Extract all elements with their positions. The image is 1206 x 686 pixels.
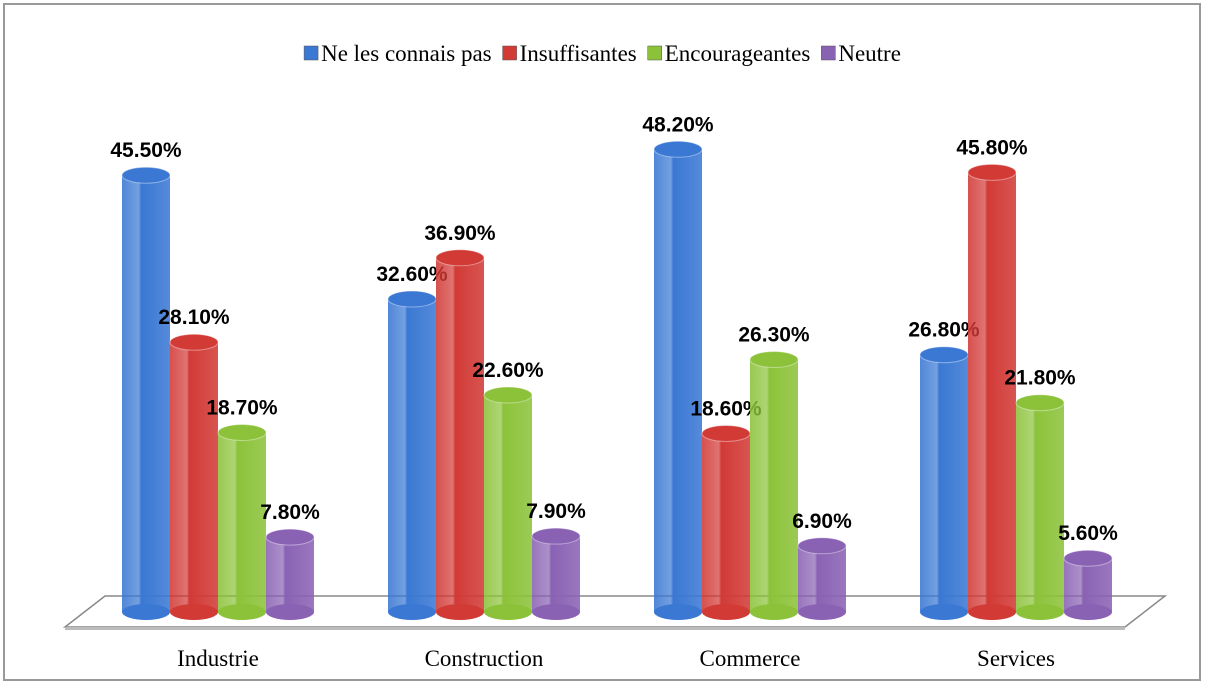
data-label: 7.80% xyxy=(260,501,320,524)
bar-shade xyxy=(968,172,1016,612)
x-tick-label: Services xyxy=(977,646,1055,671)
floor-edge xyxy=(65,627,1125,630)
data-label: 48.20% xyxy=(642,113,714,136)
legend-label: Encourageantes xyxy=(665,41,811,66)
bar-top xyxy=(1015,394,1065,412)
legend-marker xyxy=(821,45,836,61)
data-label: 36.90% xyxy=(424,222,496,245)
bar-shade xyxy=(266,537,314,612)
data-label: 18.70% xyxy=(206,396,278,419)
legend-label: Ne les connais pas xyxy=(321,41,492,66)
bar-shade xyxy=(798,545,846,612)
bar-shade xyxy=(920,354,968,612)
x-tick-label: Commerce xyxy=(700,646,801,671)
data-label: 5.60% xyxy=(1058,522,1118,545)
data-label: 45.80% xyxy=(956,136,1028,159)
data-label: 21.80% xyxy=(1004,367,1076,390)
legend-marker xyxy=(647,45,662,61)
legend-marker xyxy=(502,45,517,61)
data-label: 28.10% xyxy=(158,306,230,329)
bar-top xyxy=(967,163,1017,181)
data-label: 6.90% xyxy=(792,510,852,533)
bar-shade xyxy=(388,299,436,612)
legend-item: Encourageantes xyxy=(647,41,811,66)
legend-item: Insuffisantes xyxy=(502,41,637,66)
bar-top xyxy=(797,537,847,555)
bar-top xyxy=(217,423,267,441)
data-label: 26.80% xyxy=(908,319,980,342)
bar-top xyxy=(749,351,799,369)
legend-label: Neutre xyxy=(838,41,901,66)
data-label: 26.30% xyxy=(738,324,810,347)
legend-item: Neutre xyxy=(821,41,901,66)
legend-marker xyxy=(303,45,319,61)
bar-shade xyxy=(484,395,532,612)
bar-top xyxy=(1063,549,1113,567)
bar-shade xyxy=(532,536,580,612)
bar-top xyxy=(701,424,751,442)
bar-top xyxy=(653,140,703,158)
bar-shade xyxy=(654,149,702,612)
bar-shade xyxy=(750,359,798,612)
bar-top xyxy=(919,346,969,364)
legend-label: Insuffisantes xyxy=(520,41,637,66)
bar-shade xyxy=(170,342,218,612)
data-label: 7.90% xyxy=(526,500,586,523)
data-label: 22.60% xyxy=(472,359,544,382)
bar-top xyxy=(169,333,219,351)
bar-top xyxy=(531,527,581,545)
data-label: 32.60% xyxy=(376,263,448,286)
bar-shade xyxy=(1016,402,1064,612)
bar-shade xyxy=(218,432,266,612)
x-tick-label: Industrie xyxy=(177,646,259,671)
bar-top xyxy=(483,386,533,404)
legend-item: Ne les connais pas xyxy=(303,41,492,66)
bar-shade xyxy=(702,433,750,612)
bar-top xyxy=(387,290,437,308)
x-tick-label: Construction xyxy=(425,646,544,671)
data-label: 45.50% xyxy=(110,139,182,162)
bar-shade xyxy=(436,257,484,612)
bar-shade xyxy=(122,175,170,612)
bar-top xyxy=(121,166,171,184)
data-label: 18.60% xyxy=(690,397,762,420)
bar-top xyxy=(435,249,485,267)
bar-top xyxy=(265,528,315,546)
bar-shade xyxy=(1064,558,1112,612)
